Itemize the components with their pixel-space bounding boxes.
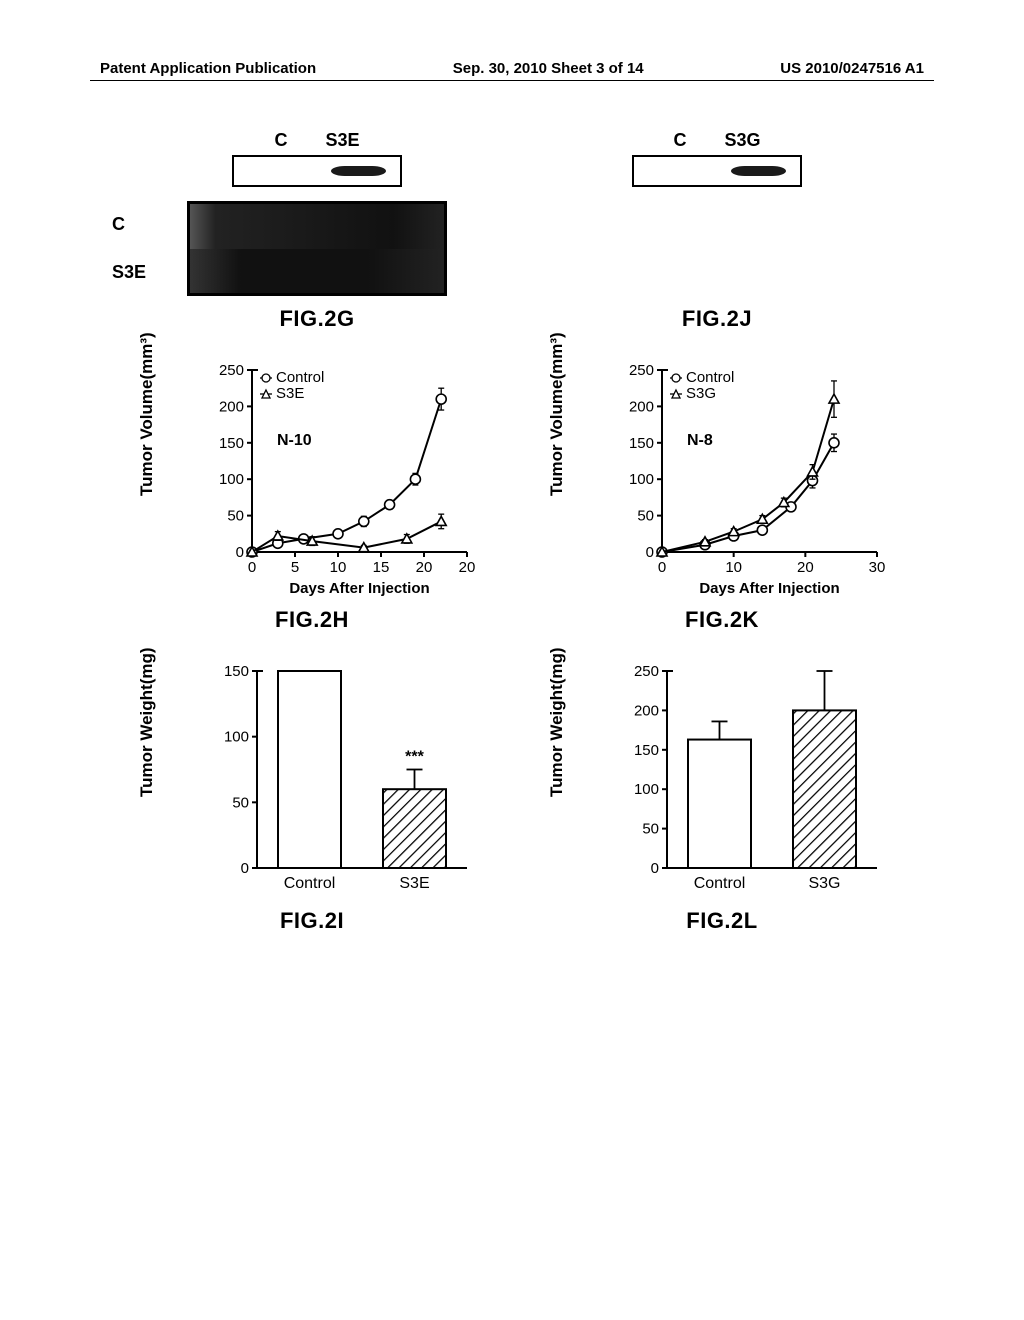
y-axis-label: Tumor Volume(mm³) xyxy=(137,332,157,496)
gel-image xyxy=(187,201,447,296)
western-blot-box xyxy=(632,155,802,187)
svg-text:***: *** xyxy=(405,749,424,766)
gel-label: S3E xyxy=(112,262,146,283)
header-left: Patent Application Publication xyxy=(100,60,316,77)
y-axis-label: Tumor Volume(mm³) xyxy=(547,332,567,496)
blot-lane-s3g xyxy=(724,160,794,182)
svg-text:250: 250 xyxy=(629,362,654,379)
panel-fig2g: C S3E C S3E FIG.2G xyxy=(157,130,477,332)
figure-title: FIG.2H xyxy=(137,607,487,633)
figure-title: FIG.2I xyxy=(137,908,487,934)
blot-lane-c xyxy=(241,160,311,182)
svg-text:20: 20 xyxy=(797,559,814,576)
svg-text:200: 200 xyxy=(634,702,659,719)
svg-text:10: 10 xyxy=(330,559,347,576)
svg-text:150: 150 xyxy=(629,435,654,452)
y-axis-label: Tumor Weight(mg) xyxy=(547,647,567,797)
svg-text:200: 200 xyxy=(629,398,654,415)
svg-text:200: 200 xyxy=(219,398,244,415)
header-center: Sep. 30, 2010 Sheet 3 of 14 xyxy=(453,60,644,77)
svg-text:Control: Control xyxy=(694,875,746,892)
panel-fig2i: Tumor Weight(mg) 050100150ControlS3E*** … xyxy=(137,663,487,934)
panel-fig2l: Tumor Weight(mg) 050100150200250ControlS… xyxy=(547,663,897,934)
svg-text:100: 100 xyxy=(629,471,654,488)
gel-row xyxy=(190,204,444,249)
figure-title: FIG.2J xyxy=(557,306,877,332)
svg-text:0: 0 xyxy=(248,559,256,576)
svg-text:0: 0 xyxy=(236,544,244,561)
svg-text:S3E: S3E xyxy=(399,875,429,892)
svg-text:10: 10 xyxy=(725,559,742,576)
svg-text:0: 0 xyxy=(646,544,654,561)
blot-label: C xyxy=(274,130,287,151)
figure-grid: C S3E C S3E FIG.2G C xyxy=(130,130,904,1280)
svg-text:S3G: S3G xyxy=(686,385,716,402)
line-chart: 0 50 100 150 200 250 0 5 10 15 20 20 Days After Inje… xyxy=(207,362,477,597)
svg-text:0: 0 xyxy=(651,860,659,877)
svg-text:N-8: N-8 xyxy=(687,432,713,449)
blot-label: S3G xyxy=(724,130,760,151)
header-rule xyxy=(90,80,934,81)
figure-title: FIG.2L xyxy=(547,908,897,934)
svg-text:N-10: N-10 xyxy=(277,432,312,449)
svg-text:100: 100 xyxy=(634,781,659,798)
svg-text:250: 250 xyxy=(219,362,244,379)
svg-text:0: 0 xyxy=(241,860,249,877)
gel-row-labels: C S3E xyxy=(112,201,146,296)
svg-text:100: 100 xyxy=(219,471,244,488)
svg-text:100: 100 xyxy=(224,729,249,746)
svg-text:0: 0 xyxy=(658,559,666,576)
svg-text:20: 20 xyxy=(416,559,433,576)
svg-text:50: 50 xyxy=(232,794,249,811)
svg-text:150: 150 xyxy=(634,742,659,759)
svg-text:Control: Control xyxy=(686,369,734,386)
svg-text:Control: Control xyxy=(276,369,324,386)
svg-text:Control: Control xyxy=(284,875,336,892)
svg-text:15: 15 xyxy=(373,559,390,576)
svg-text:50: 50 xyxy=(637,508,654,525)
svg-text:50: 50 xyxy=(227,508,244,525)
svg-text:150: 150 xyxy=(219,435,244,452)
svg-text:50: 50 xyxy=(642,821,659,838)
svg-text:250: 250 xyxy=(634,663,659,680)
bar-chart: 0 50 100 150 Control S3E *** xyxy=(207,663,477,898)
panel-fig2j: C S3G FIG.2J xyxy=(557,130,877,332)
gel-row xyxy=(190,249,444,294)
svg-text:5: 5 xyxy=(291,559,299,576)
panel-fig2h: Tumor Volume(mm³) 0501001502002500510152… xyxy=(137,362,487,633)
gel-label: C xyxy=(112,214,146,235)
band-icon xyxy=(331,166,386,176)
blot-label: C xyxy=(673,130,686,151)
western-blot-box xyxy=(232,155,402,187)
y-axis-label: Tumor Weight(mg) xyxy=(137,647,157,797)
band-icon xyxy=(731,166,786,176)
figure-title: FIG.2K xyxy=(547,607,897,633)
svg-text:20: 20 xyxy=(459,559,476,576)
svg-text:S3E: S3E xyxy=(276,385,304,402)
blot-lane-s3e xyxy=(324,160,394,182)
svg-text:Days After Injection: Days After Injection xyxy=(699,580,839,597)
page-header: Patent Application Publication Sep. 30, … xyxy=(0,60,1024,77)
bar-chart: 0 50 100 150 200 250 Control S3G xyxy=(617,663,887,898)
svg-text:30: 30 xyxy=(869,559,886,576)
header-right: US 2010/0247516 A1 xyxy=(780,60,924,77)
blot-lane-c xyxy=(641,160,711,182)
panel-fig2k: Tumor Volume(mm³) 0501001502002500102030… xyxy=(547,362,897,633)
svg-text:S3G: S3G xyxy=(808,875,840,892)
line-chart: 0 50 100 150 200 250 0 10 20 30 Days After Injecti… xyxy=(617,362,887,597)
svg-text:Days After Injection: Days After Injection xyxy=(289,580,429,597)
figure-title: FIG.2G xyxy=(157,306,477,332)
svg-text:150: 150 xyxy=(224,663,249,680)
blot-label: S3E xyxy=(325,130,359,151)
